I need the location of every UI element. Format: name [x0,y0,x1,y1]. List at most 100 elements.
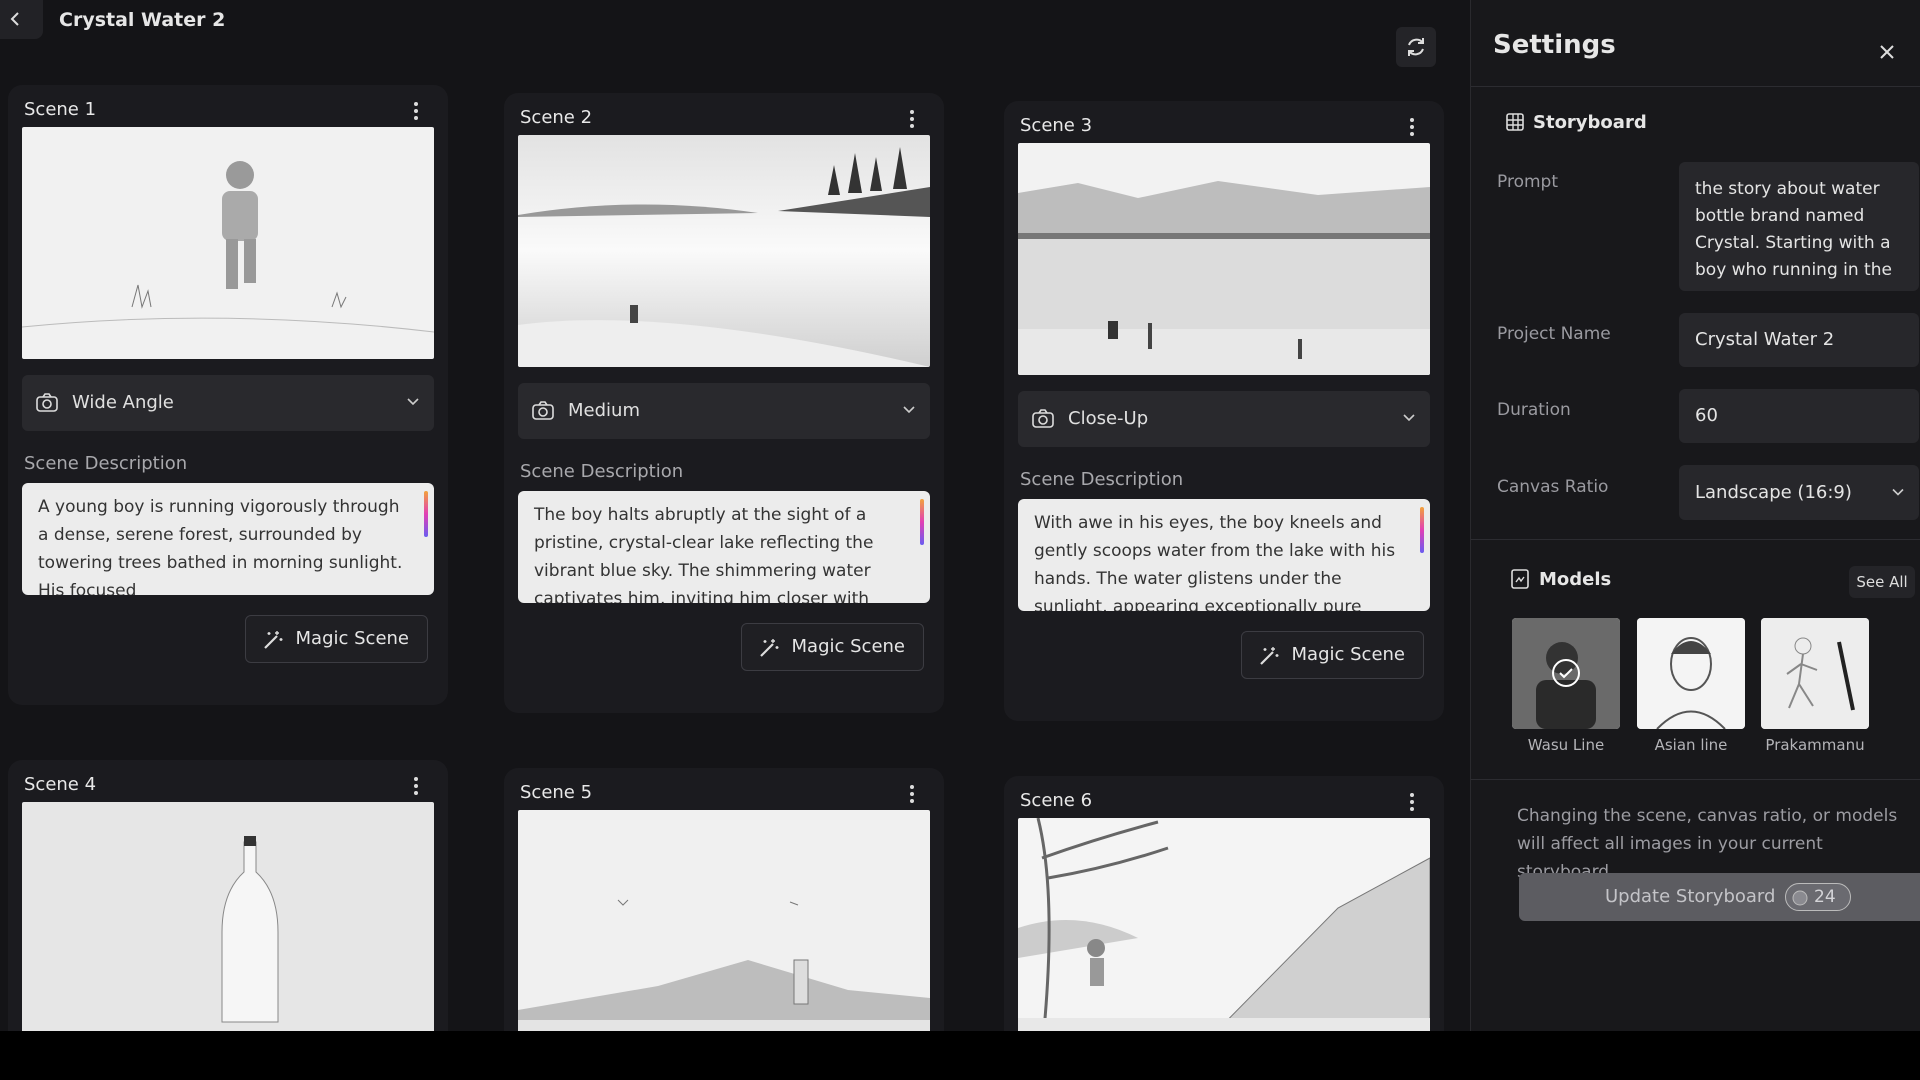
shot-dropdown[interactable]: Close-Up [1018,391,1430,447]
ai-indicator [424,491,428,537]
description-input[interactable]: A young boy is running vigorously throug… [22,483,434,595]
description-input[interactable]: With awe in his eyes, the boy kneels and… [1018,499,1430,611]
model-name: Asian line [1654,736,1728,754]
illustration-shape [1298,339,1302,359]
model-thumbnail[interactable] [1637,618,1745,729]
more-button[interactable] [902,107,922,131]
model-thumbnail[interactable] [1761,618,1869,729]
scene-card: Scene 4 [8,760,448,1031]
scene-card: Scene 2 Medium Scene Description The boy ha… [504,93,944,713]
illustration-shape [1656,710,1726,729]
more-button[interactable] [406,99,426,123]
field-input[interactable]: the story about water bottle brand named… [1679,162,1919,291]
model-name: Wasu Line [1527,736,1605,754]
icon [407,398,419,406]
close-button[interactable] [1877,42,1897,62]
scene-image[interactable] [22,127,434,359]
description-label: Scene Description [24,453,188,474]
coin [1792,890,1808,906]
shot-label: Close-Up [1068,408,1149,429]
field-value: the story about water bottle brand named… [1695,179,1892,280]
credits-pill: 24 [1785,883,1851,911]
illustration-shape [828,147,907,195]
icon [532,401,554,420]
illustration-shape [1018,233,1430,239]
more-button[interactable] [902,782,922,806]
scene-image[interactable] [1018,818,1430,1031]
field-label: Project Name [1497,324,1611,344]
illustration-shape [1536,680,1596,729]
magic-scene-button[interactable]: Magic Scene [244,615,428,663]
illustration-shape [1786,653,1818,709]
illustration-shape [226,239,238,289]
more-button[interactable] [1402,115,1422,139]
icon [910,110,914,128]
field-value: 60 [1695,405,1718,426]
coin-icon [1792,890,1808,906]
illustration-shape [1038,409,1048,414]
illustration-shape [221,841,279,1023]
illustration-shape [1410,800,1414,804]
scene-card: Scene 5 [504,768,944,1031]
scene-title: Scene 3 [1020,115,1093,136]
illustration-shape [910,124,914,128]
scene-card: Scene 3 Close-Up Scene Description With awe… [1004,101,1444,721]
field-input[interactable]: 60 [1679,389,1919,443]
illustration-shape [778,187,930,217]
close-icon [1880,45,1894,59]
shot-dropdown[interactable]: Wide Angle [22,375,434,431]
illustration-shape [414,102,418,106]
field-input[interactable]: Landscape (16:9) [1679,465,1919,520]
illustration-shape [1410,132,1414,136]
illustration-shape [1018,329,1430,375]
icon [1403,414,1415,422]
field-input[interactable]: Crystal Water 2 [1679,313,1919,367]
see-all-button[interactable]: See All [1849,566,1915,598]
illustration-shape [42,393,52,398]
icon [1410,793,1414,811]
magic-scene-button[interactable]: Magic Scene [1240,631,1424,679]
illustration-shape [1837,641,1855,711]
back-button[interactable] [0,0,43,39]
scene-image[interactable] [518,810,930,1031]
shot-dropdown[interactable]: Medium [518,383,930,439]
model-thumbnail[interactable] [1512,618,1620,729]
illustration-shape [1410,118,1414,122]
illustration-shape [518,320,930,367]
grid-frame [1506,113,1524,131]
scene-title: Scene 2 [520,107,593,128]
illustration-shape [518,960,930,1031]
scene-image[interactable] [518,135,930,367]
illustration-shape [538,401,548,406]
magic-scene-button[interactable]: Magic Scene [740,623,924,671]
description-label: Scene Description [1020,469,1184,490]
description-input[interactable]: The boy halts abruptly at the sight of a… [518,491,930,603]
illustration-shape [1410,807,1414,811]
illustration-shape [759,643,774,657]
illustration-shape [1087,939,1105,957]
scene-title: Scene 5 [520,782,593,803]
illustration-shape [414,116,418,120]
illustration-shape [244,239,256,283]
divider [1471,779,1920,780]
grid-lines [1507,114,1523,130]
description-label: Scene Description [520,461,684,482]
button-label: Magic Scene [295,628,409,649]
refresh-button[interactable] [1396,27,1436,67]
update-button[interactable]: Update Storyboard 24 [1519,873,1920,921]
scene-image[interactable] [1018,143,1430,375]
illustration-shape [903,406,915,414]
illustration-shape [1263,647,1279,657]
scene-card: Scene 1 Wide Angle Scene Description A youn… [8,85,448,705]
illustration-shape [1761,618,1869,729]
scene-title: Scene 1 [24,99,97,120]
scene-image[interactable] [22,802,434,1031]
illustration-shape [1032,412,1054,428]
more-button[interactable] [1402,790,1422,814]
more-button[interactable] [406,774,426,798]
icon [1410,118,1414,136]
icon [1018,818,1430,1031]
illustration-shape [910,110,914,114]
field-label: Duration [1497,400,1571,420]
icon [263,631,283,649]
